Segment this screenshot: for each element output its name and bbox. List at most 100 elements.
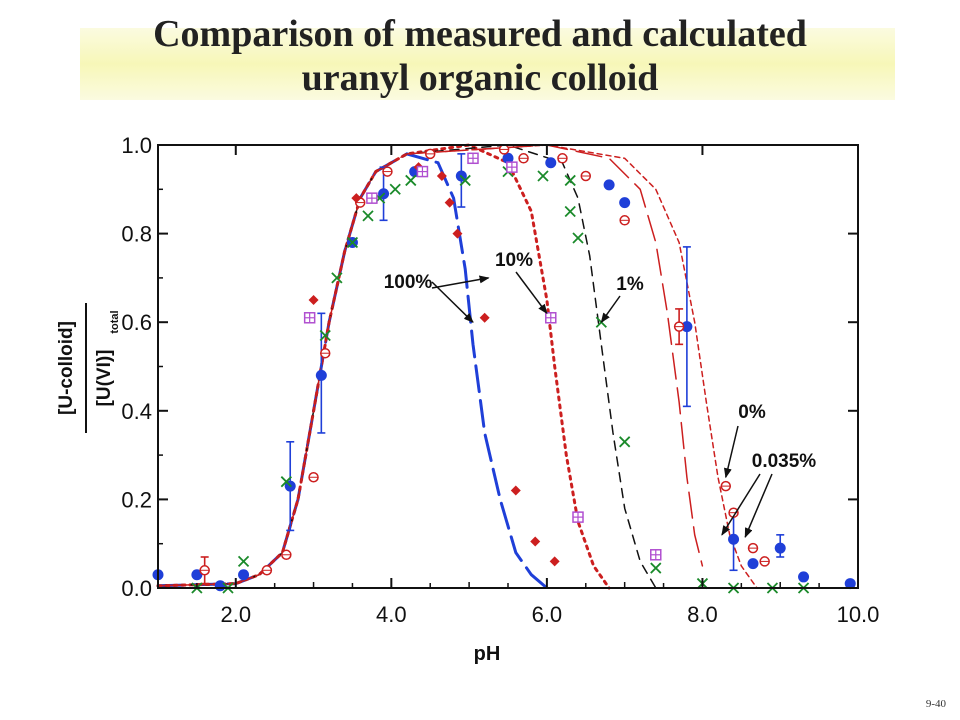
annotation-arrow [600, 295, 621, 324]
y-tick-label: 0.2 [121, 487, 152, 512]
data-point-green-cross [237, 555, 250, 568]
data-point-red-open-circle [747, 542, 759, 554]
y-tick-label: 1.0 [121, 133, 152, 158]
data-point-green-cross [619, 436, 631, 448]
data-point-violet-boxed-plus [303, 312, 316, 324]
annotation-label: 10% [495, 250, 533, 271]
annotation-arrow [721, 473, 761, 536]
data-point-blue-circle [545, 157, 557, 169]
data-point-green-cross [564, 205, 576, 218]
cross-stroke [619, 436, 631, 448]
data-point-red-diamond [530, 536, 541, 547]
data-point-red-diamond [444, 197, 455, 208]
cross-stroke [564, 174, 576, 187]
y-axis-label-subscript: total [109, 310, 121, 333]
data-point-red-open-circle [673, 321, 685, 332]
y-tick-label: 0.4 [121, 399, 152, 424]
data-point-red-open-circle [498, 144, 510, 155]
data-point-blue-circle [728, 533, 740, 545]
data-point-green-cross [319, 329, 331, 342]
y-axis-label-numerator: [U-colloid] [56, 321, 77, 415]
y-axis-label: [U-colloid] [U(VI)] total [56, 303, 121, 433]
y-tick-label: 0.6 [121, 310, 152, 335]
data-point-blue-circle [191, 569, 203, 581]
annotation-arrow [744, 473, 773, 538]
y-axis-label-denominator: [U(VI)] [94, 350, 115, 407]
data-point-blue-circle [502, 152, 514, 164]
annotation-label: 0.035% [752, 451, 817, 472]
data-point-green-cross [537, 170, 549, 182]
annotation-label: 1% [616, 274, 644, 295]
annotation-arrow [515, 271, 548, 315]
x-tick-label: 10.0 [837, 602, 880, 627]
data-point-red-diamond [452, 228, 463, 239]
x-tick-label: 2.0 [220, 602, 251, 627]
data-point-green-cross [346, 236, 359, 249]
data-point-red-open-circle [557, 153, 568, 164]
data-point-red-open-circle [580, 170, 592, 182]
data-point-red-open-circle [199, 565, 210, 576]
annotation-arrow [723, 425, 739, 479]
data-point-red-open-circle [319, 347, 331, 359]
x-tick-label: 4.0 [376, 602, 407, 627]
data-point-red-open-circle [759, 556, 770, 567]
data-point-blue-circle [844, 578, 856, 590]
data-point-violet-boxed-plus [416, 165, 429, 178]
data-point-red-open-circle [382, 166, 393, 177]
data-point-red-diamond [436, 171, 447, 182]
data-point-green-cross [280, 476, 292, 488]
data-point-violet-boxed-plus [572, 511, 584, 523]
data-point-blue-circle [619, 197, 631, 209]
data-point-blue-circle [747, 558, 759, 570]
slide-title: Comparison of measured and calculated ur… [0, 12, 960, 100]
cross-stroke [405, 174, 417, 187]
cross-stroke [331, 272, 343, 284]
cross-stroke [237, 555, 250, 568]
title-highlight-band [80, 28, 895, 100]
cross-stroke [459, 174, 471, 187]
data-point-green-cross [572, 232, 584, 244]
data-point-violet-boxed-plus [506, 161, 518, 173]
data-point-green-cross [331, 272, 343, 284]
cross-stroke [537, 170, 549, 182]
x-tick-label: 8.0 [687, 602, 718, 627]
data-point-red-diamond [308, 295, 319, 306]
x-tick-label: 6.0 [532, 602, 563, 627]
data-point-green-cross [405, 174, 417, 187]
data-point-red-open-circle [424, 148, 436, 160]
y-tick-label: 0.0 [121, 576, 152, 601]
data-point-green-cross [650, 562, 662, 574]
y-tick-label: 0.8 [121, 222, 152, 247]
cross-stroke [564, 205, 576, 218]
data-point-violet-boxed-plus [545, 312, 557, 324]
data-point-blue-circle [315, 369, 327, 381]
model-curve-0p035pct [157, 144, 758, 589]
data-point-blue-circle [798, 571, 810, 583]
model-curve-0pct [157, 144, 704, 587]
data-point-green-cross [564, 174, 576, 187]
data-point-red-open-circle [518, 153, 529, 164]
data-point-green-cross [362, 210, 374, 222]
data-point-red-open-circle [619, 215, 630, 226]
data-point-red-open-circle [261, 565, 273, 576]
data-point-violet-boxed-plus [467, 152, 479, 165]
annotation-label: 100% [384, 272, 433, 293]
annotation-label: 0% [738, 402, 766, 423]
cross-stroke [650, 562, 662, 574]
data-point-blue-circle [681, 321, 693, 333]
cross-stroke [362, 210, 374, 222]
cross-stroke [319, 329, 331, 342]
slide-title-line-1: Comparison of measured and calculated [153, 13, 807, 55]
data-point-violet-boxed-plus [366, 192, 378, 204]
data-point-violet-boxed-plus [650, 549, 662, 561]
data-point-green-cross [389, 183, 401, 195]
data-point-red-open-circle [720, 480, 732, 492]
annotation-arrow [431, 275, 490, 289]
cross-stroke [280, 476, 292, 488]
data-point-red-diamond [510, 485, 521, 496]
model-curve-100pct [156, 152, 549, 590]
data-point-blue-circle [774, 542, 786, 554]
cross-stroke [389, 183, 401, 195]
data-point-blue-circle [238, 569, 250, 581]
